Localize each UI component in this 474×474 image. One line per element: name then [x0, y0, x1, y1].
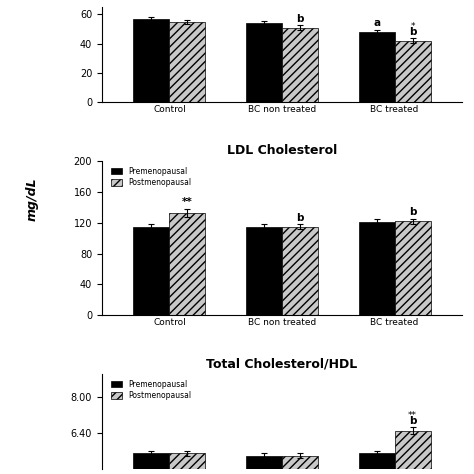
Bar: [169, 213, 205, 315]
Bar: [169, 22, 205, 102]
Bar: [358, 222, 394, 315]
Text: b: b: [409, 208, 416, 218]
Bar: [133, 19, 169, 102]
Bar: [246, 23, 282, 102]
Bar: [246, 456, 282, 474]
Bar: [282, 227, 318, 315]
Text: a: a: [373, 18, 380, 28]
Text: **: **: [182, 198, 193, 208]
Bar: [394, 431, 430, 474]
Bar: [133, 227, 169, 315]
Text: b: b: [409, 416, 416, 426]
Text: b: b: [296, 213, 304, 223]
Bar: [282, 27, 318, 102]
Title: LDL Cholesterol: LDL Cholesterol: [227, 145, 337, 157]
Bar: [394, 221, 430, 315]
Bar: [394, 41, 430, 102]
Text: **: **: [408, 411, 417, 420]
Text: *: *: [410, 22, 415, 31]
Text: b: b: [296, 14, 304, 24]
Bar: [133, 454, 169, 474]
Legend: Premenopausal, Postmenopausal: Premenopausal, Postmenopausal: [109, 378, 193, 401]
Legend: Premenopausal, Postmenopausal: Premenopausal, Postmenopausal: [109, 165, 193, 189]
Bar: [246, 227, 282, 315]
Bar: [358, 32, 394, 102]
Bar: [169, 454, 205, 474]
Text: mg/dL: mg/dL: [26, 177, 39, 221]
Bar: [358, 454, 394, 474]
Text: b: b: [409, 27, 416, 37]
Bar: [282, 456, 318, 474]
Title: Total Cholesterol/HDL: Total Cholesterol/HDL: [206, 357, 358, 371]
